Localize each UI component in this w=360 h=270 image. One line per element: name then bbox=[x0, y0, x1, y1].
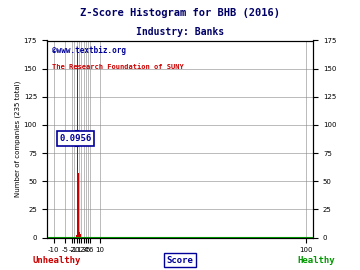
Text: Z-Score Histogram for BHB (2016): Z-Score Histogram for BHB (2016) bbox=[80, 8, 280, 18]
Bar bbox=[77, 48, 78, 238]
Text: Healthy: Healthy bbox=[297, 256, 335, 265]
Bar bbox=[79, 232, 80, 238]
Text: Score: Score bbox=[167, 256, 193, 265]
Text: Industry: Banks: Industry: Banks bbox=[136, 27, 224, 37]
Bar bbox=[78, 173, 79, 238]
Text: Unhealthy: Unhealthy bbox=[32, 256, 81, 265]
Text: ©www.textbiz.org: ©www.textbiz.org bbox=[52, 46, 126, 55]
Bar bbox=[76, 235, 77, 238]
Y-axis label: Number of companies (235 total): Number of companies (235 total) bbox=[14, 81, 21, 197]
Text: 0.0956: 0.0956 bbox=[59, 134, 92, 143]
Bar bbox=[80, 234, 81, 238]
Text: The Research Foundation of SUNY: The Research Foundation of SUNY bbox=[52, 64, 184, 70]
